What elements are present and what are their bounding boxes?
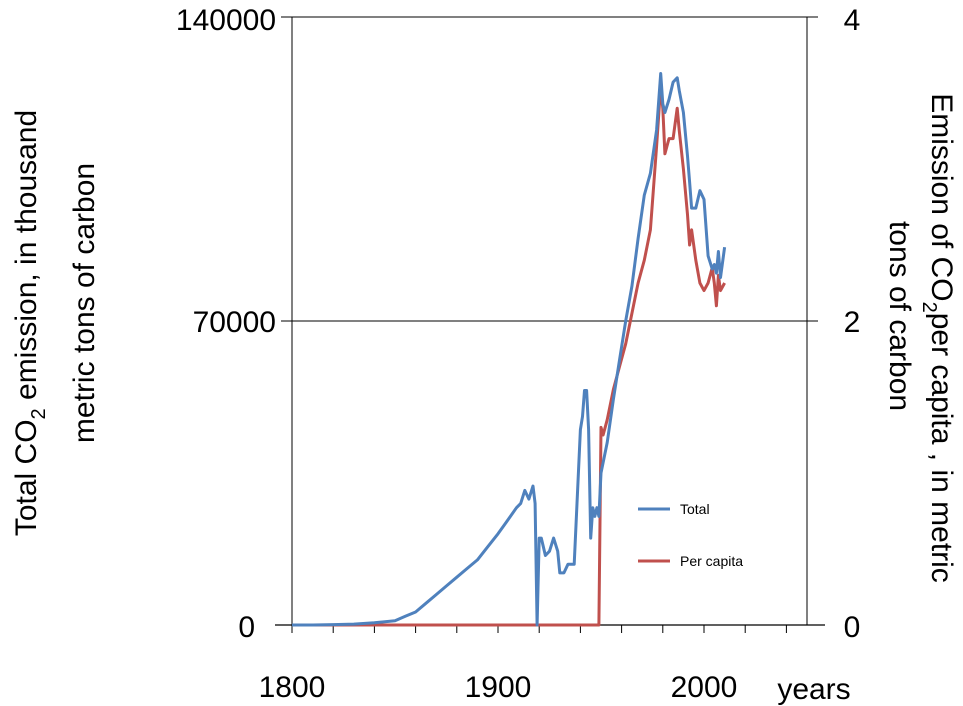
svg-text:Total CO2 emission, in thousan: Total CO2 emission, in thousand	[10, 110, 50, 536]
series-line-per-capita	[292, 83, 726, 627]
x-tick-label: 2000	[671, 671, 738, 704]
y-right-tick-label: 2	[844, 306, 861, 339]
legend-label-per-capita: Per capita	[680, 553, 743, 569]
x-tick-label: 1900	[465, 671, 532, 704]
series-line-total	[292, 72, 727, 627]
legend-label-total: Total	[680, 501, 710, 517]
x-axis-unit-label: years	[777, 673, 850, 706]
y-right-axis-title: Emission of CO2per capita , in metric to…	[883, 93, 958, 583]
y-left-tick-label: 140000	[176, 4, 276, 37]
x-tick-label: 1800	[259, 671, 326, 704]
series-layer	[292, 72, 727, 627]
legend: Total Per capita	[638, 501, 743, 569]
y-left-tick-label: 70000	[193, 306, 276, 339]
svg-text:tons of carbon: tons of carbon	[883, 221, 916, 411]
svg-text:Emission of CO2per capita , in: Emission of CO2per capita , in metric	[918, 93, 958, 583]
y-left-axis-title: Total CO2 emission, in thousand metric t…	[10, 110, 101, 536]
y-right-tick-label: 4	[844, 4, 861, 37]
y-left-tick-label: 0	[238, 611, 255, 644]
y-right-tick-label: 0	[844, 611, 861, 644]
svg-text:metric tons of carbon: metric tons of carbon	[68, 163, 101, 443]
